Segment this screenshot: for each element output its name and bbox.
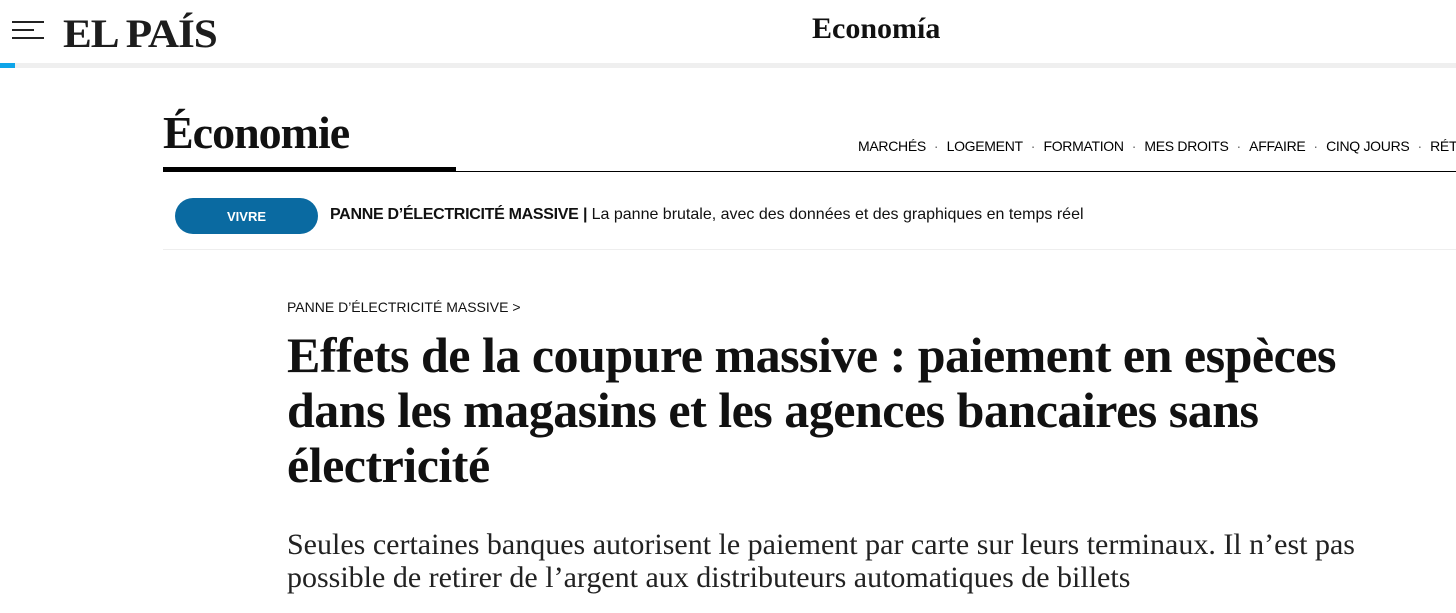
hamburger-menu-icon[interactable]	[12, 21, 44, 39]
top-bar: EL PAÍS Economía	[0, 0, 1456, 63]
nav-item[interactable]: MARCHÉS	[858, 138, 926, 154]
nav-item[interactable]: AFFAIRE	[1249, 138, 1306, 154]
section-underline	[163, 167, 456, 172]
nav-separator: ·	[1313, 138, 1319, 154]
nav-item[interactable]: CINQ JOURS	[1326, 138, 1410, 154]
nav-separator: ·	[1417, 138, 1423, 154]
section-nav: MARCHÉS · LOGEMENT · FORMATION · MES DROITS · AF…	[858, 138, 1456, 154]
section-title[interactable]: Économie	[163, 107, 350, 158]
article-title: Effets de la coupure massive : paiement …	[287, 327, 1336, 493]
live-headline: PANNE D’ÉLECTRICITÉ MASSIVE	[330, 206, 579, 223]
section-divider	[163, 171, 1456, 172]
live-button[interactable]: VIVRE	[175, 198, 318, 234]
live-link[interactable]: PANNE D’ÉLECTRICITÉ MASSIVE | La panne b…	[330, 206, 1084, 224]
nav-separator: ·	[1131, 138, 1137, 154]
nav-separator: ·	[1030, 138, 1036, 154]
nav-item[interactable]: FORMATION	[1043, 138, 1124, 154]
reading-progress-bar	[0, 63, 1456, 68]
divider	[163, 249, 1456, 250]
live-separator: |	[582, 206, 588, 223]
logo[interactable]: EL PAÍS	[63, 11, 218, 56]
article-subtitle: Seules certaines banques autorisent le p…	[287, 528, 1355, 594]
nav-item[interactable]: MES DROITS	[1144, 138, 1229, 154]
live-description: La panne brutale, avec des données et de…	[591, 206, 1084, 223]
nav-separator: ·	[1236, 138, 1242, 154]
nav-item[interactable]: RÉTINE	[1430, 138, 1456, 154]
nav-separator: ·	[933, 138, 939, 154]
nav-item[interactable]: LOGEMENT	[946, 138, 1023, 154]
article-kicker[interactable]: PANNE D’ÉLECTRICITÉ MASSIVE >	[287, 299, 521, 315]
